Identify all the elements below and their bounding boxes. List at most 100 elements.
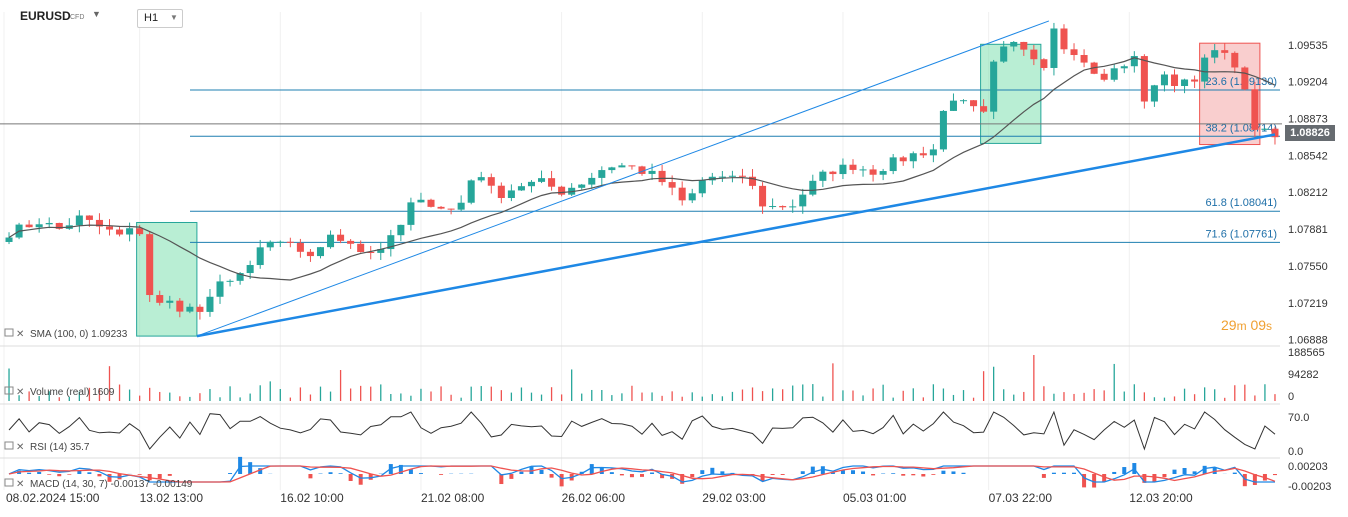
candle-10: [105, 226, 114, 230]
candle-103: [1040, 59, 1048, 68]
volume-tick-0: 188565: [1288, 347, 1325, 359]
candle-23: [236, 273, 244, 281]
candle-29: [296, 242, 304, 252]
volume-tick-1: 94282: [1288, 369, 1319, 381]
volume-label: Volume (real) 1609: [30, 387, 115, 398]
chevron-down-icon: ▼: [170, 13, 178, 22]
candle-91: [919, 153, 927, 156]
candle-17: [176, 300, 184, 312]
candle-11: [116, 229, 124, 235]
candle-9: [95, 219, 103, 227]
candle-85: [859, 169, 867, 171]
time-tick-1: 13.02 13:00: [140, 491, 204, 505]
candle-67: [678, 187, 686, 201]
candle-35: [357, 243, 365, 252]
candle-123: [1241, 67, 1249, 90]
candle-117: [1181, 79, 1189, 86]
price-tick-5: 1.07881: [1288, 224, 1328, 236]
candle-4: [45, 222, 53, 225]
candle-52: [527, 181, 535, 187]
fib-label-1: 38.2 (1.08714): [1205, 122, 1277, 134]
candle-81: [819, 171, 827, 181]
price-tick-6: 1.07550: [1288, 261, 1328, 273]
candle-26: [266, 241, 274, 248]
candle-21: [216, 281, 224, 297]
time-tick-4: 26.02 06:00: [562, 491, 626, 505]
fib-levels: 23.6 (1.09130) 38.2 (1.08714) 61.8 (1.0804…: [0, 76, 1282, 243]
candle-119: [1201, 57, 1209, 82]
candle-62: [628, 165, 636, 167]
candle-28: [286, 241, 294, 243]
macd-pane: [8, 456, 1277, 488]
candle-98: [990, 61, 998, 112]
candle-12: [126, 228, 134, 235]
candle-99: [1000, 46, 1008, 62]
candle-57: [578, 184, 586, 188]
symbol-dropdown-icon[interactable]: ▼: [92, 9, 101, 19]
candle-126: [1271, 128, 1279, 138]
macd-tick-0: 0.00203: [1288, 461, 1328, 473]
candle-53: [538, 178, 546, 182]
candle-97: [980, 106, 988, 112]
candle-59: [598, 170, 606, 178]
candle-44: [447, 208, 455, 210]
candle-30: [306, 251, 314, 257]
sma-label-close-icon: ✕: [16, 329, 24, 340]
candle-125: [1261, 128, 1269, 130]
fib-label-0: 23.6 (1.09130): [1205, 76, 1277, 88]
candle-65: [658, 170, 666, 183]
symbol-type: CFD: [70, 14, 85, 21]
candle-92: [929, 149, 937, 156]
candle-14: [146, 234, 154, 296]
candle-122: [1231, 52, 1239, 68]
rsi-tick-1: 0.0: [1288, 446, 1303, 458]
rsi-tick-0: 70.0: [1288, 412, 1309, 424]
candle-48: [487, 177, 495, 186]
rsi-label-close-icon: ✕: [16, 442, 24, 453]
candle-100: [1010, 41, 1018, 47]
candle-15: [156, 295, 164, 303]
time-tick-6: 05.03 01:00: [843, 491, 907, 505]
candle-118: [1191, 79, 1199, 82]
candle-112: [1130, 56, 1138, 67]
candle-8: [85, 215, 93, 220]
symbol-name[interactable]: EURUSD: [20, 9, 71, 23]
volume-label-close-icon: ✕: [16, 387, 24, 398]
candle-93: [939, 110, 947, 150]
current-price-label: 1.08826: [1285, 125, 1335, 141]
candle-63: [638, 166, 646, 174]
candle-106: [1070, 49, 1078, 56]
candle-82: [829, 171, 837, 175]
candle-33: [337, 234, 345, 241]
time-tick-3: 21.02 08:00: [421, 491, 485, 505]
candle-96: [970, 100, 978, 107]
candle-41: [417, 199, 425, 203]
candle-51: [517, 186, 525, 191]
candle-109: [1100, 73, 1108, 80]
candle-2: [25, 224, 33, 228]
candle-20: [206, 296, 214, 312]
candle-90: [909, 153, 917, 162]
candle-39: [397, 224, 405, 236]
volume-pane: [8, 355, 1276, 401]
timeframe-select[interactable]: H1 ▼: [137, 9, 183, 28]
candle-5: [55, 222, 63, 229]
trend-line-bottom: [196, 133, 1276, 338]
candle-47: [477, 177, 485, 181]
candle-7: [75, 215, 83, 226]
candle-69: [698, 180, 706, 194]
candle-120: [1211, 50, 1219, 58]
candle-86: [869, 169, 877, 175]
candle-79: [799, 194, 807, 207]
indicator-labels: ✕ SMA (100, 0) 1.09233 ✕ Volume (real) 1609…: [4, 328, 193, 490]
candle-46: [467, 180, 475, 203]
candle-55: [558, 186, 566, 195]
candle-timer: 29m 09s: [1221, 317, 1273, 333]
candle-37: [377, 249, 385, 253]
candle-71: [718, 176, 726, 178]
macd-label: MACD (14, 30, 7) -0.00137 -0.00149: [30, 479, 193, 490]
volume-tick-2: 0: [1288, 391, 1294, 403]
candle-25: [256, 247, 264, 266]
candle-22: [226, 280, 234, 282]
candle-124: [1251, 89, 1259, 130]
